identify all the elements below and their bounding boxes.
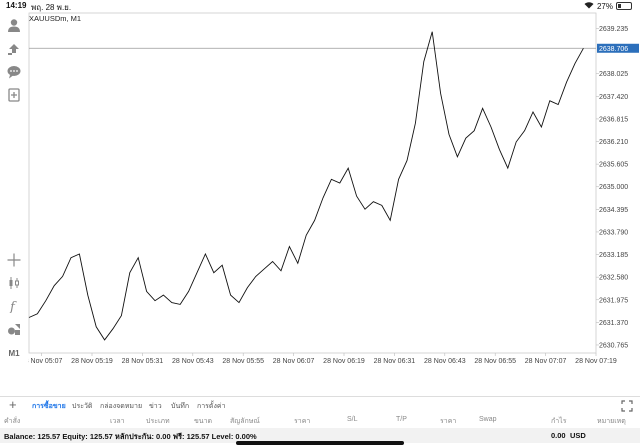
x-tick-label: 28 Nov 07:19 xyxy=(575,358,617,365)
y-tick-label: 2638.025 xyxy=(599,71,628,78)
battery-percent: 27% xyxy=(596,1,613,11)
col-comment: หมายเหตุ xyxy=(597,418,626,425)
status-bar: 14:19 พฤ. 28 พ.ย. 27% xyxy=(0,0,640,12)
balance-profit: 0.00 xyxy=(551,431,566,440)
y-tick-label: 2633.185 xyxy=(599,252,628,259)
x-tick-label: 28 Nov 05:43 xyxy=(172,358,214,365)
x-tick-label: 28 Nov 06:31 xyxy=(374,358,416,365)
x-axis-labels: 28 Nov 05:07 28 Nov 05:19 28 Nov 05:31 28 N… xyxy=(21,358,617,365)
y-tick-label: 2634.395 xyxy=(599,207,628,214)
battery-icon xyxy=(616,2,632,10)
col-time: เวลา xyxy=(110,418,125,425)
y-tick-label: 2631.370 xyxy=(599,320,628,327)
y-tick-label: 2635.605 xyxy=(599,162,628,169)
x-tick-label: 28 Nov 06:07 xyxy=(273,358,315,365)
col-type: ประเภท xyxy=(146,418,170,425)
col-order: คำสั่ง xyxy=(4,418,21,425)
current-price-tag-text: 2638.706 xyxy=(599,46,628,53)
crosshair-icon[interactable] xyxy=(6,252,22,268)
current-price-tag-bg xyxy=(597,43,639,53)
y-tick-label: 2631.975 xyxy=(599,297,628,304)
x-grid xyxy=(41,353,597,356)
expand-icon[interactable] xyxy=(621,399,633,417)
tab-news[interactable]: ข่าว xyxy=(149,403,162,410)
timeframe-label[interactable]: M1 xyxy=(8,348,20,358)
status-date: พฤ. 28 พ.ย. xyxy=(31,3,72,12)
candlestick-icon[interactable] xyxy=(6,275,22,291)
add-chart-icon[interactable] xyxy=(6,87,22,103)
home-indicator xyxy=(236,441,404,445)
col-profit: กำไร xyxy=(551,418,567,425)
current-price-tag: 2638.706 xyxy=(597,43,639,53)
y-tick-label: 2636.815 xyxy=(599,116,628,123)
y-tick-label: 2637.420 xyxy=(599,94,628,101)
share-icon[interactable] xyxy=(6,40,22,56)
x-tick-label: 28 Nov 05:19 xyxy=(71,358,113,365)
col-swap: Swap xyxy=(479,416,497,423)
y-tick-label: 2633.790 xyxy=(599,229,628,236)
y-tick-label: 2630.765 xyxy=(599,342,628,349)
chat-icon[interactable] xyxy=(6,64,22,80)
tab-journal[interactable]: บันทึก xyxy=(171,403,190,410)
wifi-icon xyxy=(584,1,594,11)
x-tick-label: 28 Nov 05:07 xyxy=(28,358,63,365)
balance-summary: Balance: 125.57 Equity: 125.57 หลักประกั… xyxy=(4,432,257,441)
bottom-tab-bar: + การซื้อขาย ประวัติ กล่องจดหมาย ข่าว บั… xyxy=(0,396,640,413)
col-price-current: ราคา xyxy=(440,418,457,425)
price-chart[interactable]: 2639.235 2638.025 2637.420 2636.815 2636.210… xyxy=(21,12,640,374)
chart-canvas[interactable]: 2639.235 2638.025 2637.420 2636.815 2636.210… xyxy=(21,12,640,374)
tab-history[interactable]: ประวัติ xyxy=(72,403,93,410)
col-symbol: สัญลักษณ์ xyxy=(230,418,260,425)
x-tick-label: 28 Nov 06:55 xyxy=(474,358,516,365)
x-tick-label: 28 Nov 05:55 xyxy=(222,358,264,365)
status-time: 14:19 xyxy=(6,1,27,10)
balance-currency: USD xyxy=(570,431,586,440)
col-tp: T/P xyxy=(396,416,407,423)
tab-settings[interactable]: การตั้งค่า xyxy=(197,403,226,410)
y-tick-label: 2635.000 xyxy=(599,184,628,191)
chart-symbol-label: XAUUSDm, M1 xyxy=(29,14,82,23)
tab-mailbox[interactable]: กล่องจดหมาย xyxy=(100,403,143,410)
y-tick-label: 2632.580 xyxy=(599,275,628,282)
x-tick-label: 28 Nov 07:07 xyxy=(525,358,567,365)
function-icon[interactable]: f xyxy=(6,298,22,314)
add-tab-button[interactable]: + xyxy=(9,397,17,412)
plot-frame xyxy=(28,12,597,354)
y-tick-label: 2636.210 xyxy=(599,139,628,146)
y-axis-labels: 2639.235 2638.025 2637.420 2636.815 2636.210… xyxy=(599,26,628,349)
x-tick-label: 28 Nov 06:19 xyxy=(323,358,365,365)
col-size: ขนาด xyxy=(194,418,213,425)
objects-icon[interactable] xyxy=(6,321,22,337)
price-series-line xyxy=(28,31,584,341)
x-tick-label: 28 Nov 06:43 xyxy=(424,358,466,365)
x-tick-label: 28 Nov 05:31 xyxy=(122,358,164,365)
col-price: ราคา xyxy=(294,418,311,425)
left-toolbar: f M1 xyxy=(0,12,28,395)
y-tick-label: 2639.235 xyxy=(599,26,628,33)
tab-trading[interactable]: การซื้อขาย xyxy=(32,403,66,410)
col-sl: S/L xyxy=(347,416,358,423)
person-icon[interactable] xyxy=(6,17,22,33)
svg-text:f: f xyxy=(9,300,17,313)
status-right: 27% xyxy=(584,1,632,11)
balance-bar: Balance: 125.57 Equity: 125.57 หลักประกั… xyxy=(0,428,640,443)
y-grid xyxy=(596,28,599,346)
orders-table-header: คำสั่ง เวลา ประเภท ขนาด สัญลักษณ์ ราคา S… xyxy=(0,413,640,427)
